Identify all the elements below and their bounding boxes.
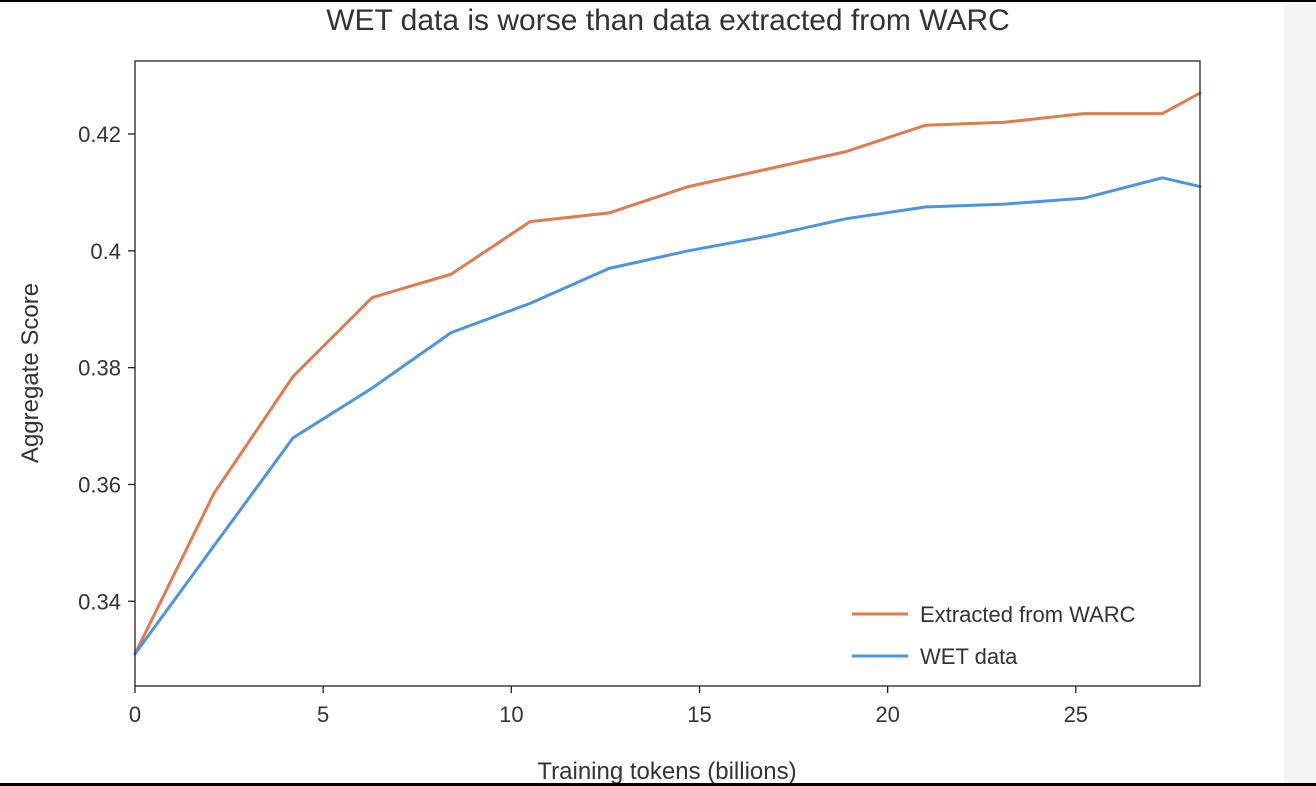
y-axis-label: Aggregate Score <box>17 283 44 463</box>
series-line-1 <box>133 91 1202 656</box>
x-tick-label: 20 <box>875 702 899 727</box>
x-tick-label: 10 <box>499 702 523 727</box>
y-tick-label: 0.36 <box>78 472 121 497</box>
top-border <box>0 0 1316 2</box>
plot-area-frame <box>134 60 1201 687</box>
x-axis-label: Training tokens (billions) <box>537 758 796 785</box>
y-tick-label: 0.42 <box>78 122 121 147</box>
series-line-2 <box>133 176 1202 656</box>
y-tick-label: 0.38 <box>78 356 121 381</box>
legend-label-1: Extracted from WARC <box>920 602 1136 627</box>
right-margin-strip <box>1284 2 1316 783</box>
legend: Extracted from WARC WET data <box>852 602 1136 669</box>
chart-title: WET data is worse than data extracted fr… <box>326 4 1010 37</box>
y-tick-label: 0.4 <box>90 239 121 264</box>
x-tick-label: 0 <box>129 702 141 727</box>
series-layer <box>133 91 1202 656</box>
x-tick-label: 5 <box>317 702 329 727</box>
x-tick-label: 25 <box>1064 702 1088 727</box>
y-tick-label: 0.34 <box>78 589 121 614</box>
x-tick-label: 15 <box>687 702 711 727</box>
bottom-border <box>0 783 1316 786</box>
legend-label-2: WET data <box>920 644 1018 669</box>
axis-ticks: 0 5 10 15 20 25 0.34 0.36 0.38 0.4 0.42 <box>78 122 1088 727</box>
